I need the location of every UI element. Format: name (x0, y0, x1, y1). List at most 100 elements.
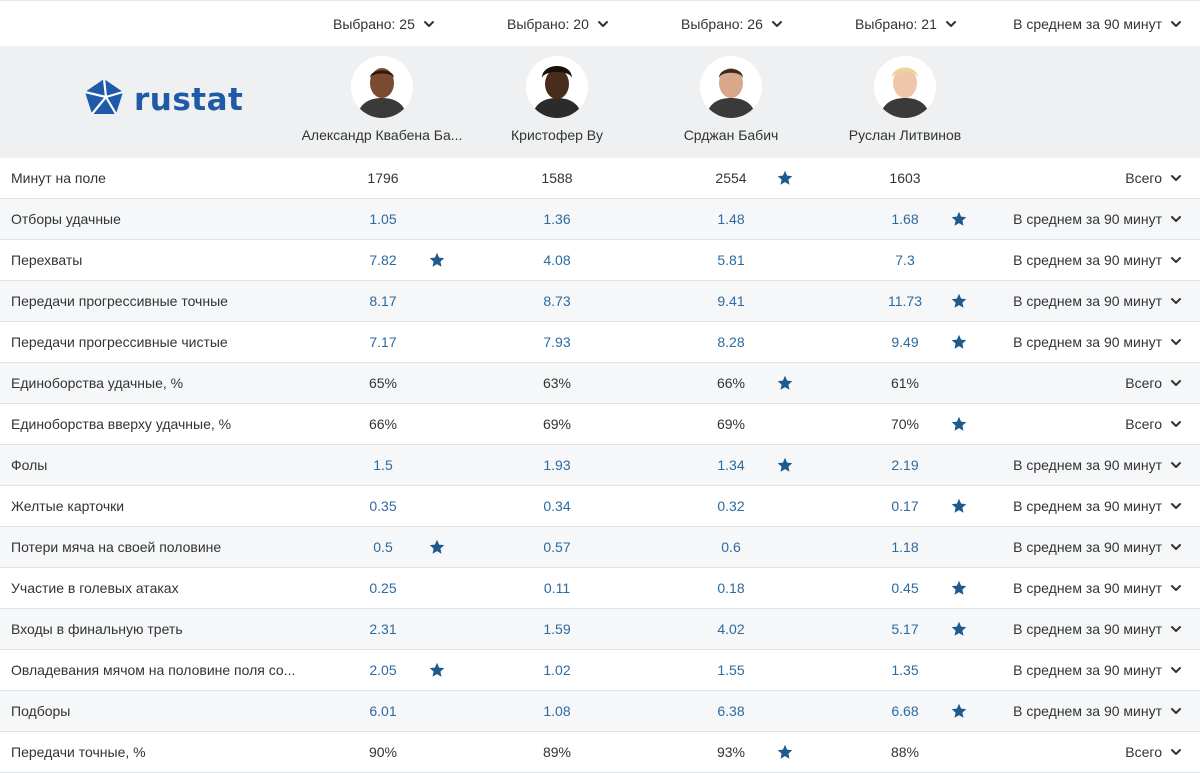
metric-value[interactable]: 1.18 (891, 539, 919, 555)
aggregation-mode-dropdown[interactable]: Всего (1125, 732, 1184, 772)
player-4-selector[interactable]: Выбрано: 21 (855, 1, 959, 47)
metric-value[interactable]: 0.25 (369, 580, 397, 596)
metric-value[interactable]: 0.32 (717, 498, 745, 514)
metric-value[interactable]: 0.6 (721, 539, 741, 555)
player-card[interactable]: Руслан Литвинов (815, 56, 995, 143)
aggregation-mode-label: В среднем за 90 минут (1013, 457, 1162, 473)
metric-label: Потери мяча на своей половине (11, 539, 222, 555)
metric-value[interactable]: 5.17 (891, 621, 919, 637)
metric-value[interactable]: 0.35 (369, 498, 397, 514)
player-name: Руслан Литвинов (848, 127, 962, 143)
aggregation-mode-dropdown[interactable]: В среднем за 90 минут (1013, 486, 1184, 526)
metric-value[interactable]: 7.17 (369, 334, 397, 350)
metric-value[interactable]: 2.05 (369, 662, 397, 678)
metric-value[interactable]: 8.17 (369, 293, 397, 309)
chevron-down-icon (1168, 457, 1184, 473)
metric-value[interactable]: 6.38 (717, 703, 745, 719)
metric-value[interactable]: 8.28 (717, 334, 745, 350)
player-1-selector-label: Выбрано: 25 (333, 16, 415, 32)
metric-value[interactable]: 7.93 (543, 334, 571, 350)
metric-value[interactable]: 4.08 (543, 252, 571, 268)
aggregation-mode-dropdown[interactable]: В среднем за 90 минут (1013, 609, 1184, 649)
metric-value[interactable]: 4.02 (717, 621, 745, 637)
aggregation-mode-label: В среднем за 90 минут (1013, 211, 1162, 227)
metric-value[interactable]: 9.49 (891, 334, 919, 350)
metric-value: 93% (716, 744, 746, 760)
chevron-down-icon (943, 16, 959, 32)
chevron-down-icon (1168, 375, 1184, 391)
metric-value[interactable]: 0.11 (543, 580, 571, 596)
metric-value[interactable]: 1.34 (717, 457, 745, 473)
chevron-down-icon (1168, 211, 1184, 227)
player-card[interactable]: Срджан Бабич (641, 56, 821, 143)
global-mode-label: В среднем за 90 минут (1013, 16, 1162, 32)
metric-value[interactable]: 0.5 (373, 539, 393, 555)
metric-value[interactable]: 1.59 (543, 621, 571, 637)
aggregation-mode-dropdown[interactable]: В среднем за 90 минут (1013, 691, 1184, 731)
metric-value[interactable]: 9.41 (717, 293, 745, 309)
selection-bar: Выбрано: 25 Выбрано: 20 Выбрано: 26 Выбр… (0, 0, 1200, 46)
player-card[interactable]: Кристофер Ву (467, 56, 647, 143)
metric-value[interactable]: 11.73 (888, 293, 922, 309)
metric-value[interactable]: 0.45 (891, 580, 919, 596)
aggregation-mode-dropdown[interactable]: Всего (1125, 158, 1184, 198)
metric-value[interactable]: 1.36 (543, 211, 571, 227)
chevron-down-icon (1168, 539, 1184, 555)
player-3-selector[interactable]: Выбрано: 26 (681, 1, 785, 47)
metric-value[interactable]: 1.55 (717, 662, 745, 678)
metric-value: 69% (542, 416, 572, 432)
metric-value[interactable]: 0.18 (717, 580, 745, 596)
metric-label: Перехваты (11, 252, 83, 268)
chevron-down-icon (1168, 416, 1184, 432)
table-row: Входы в финальную треть 2.31 1.59 4.02 5.17 В… (0, 609, 1200, 650)
metric-value: 65% (368, 375, 398, 391)
star-icon (429, 252, 445, 268)
player-1-selector[interactable]: Выбрано: 25 (333, 1, 437, 47)
metric-value[interactable]: 1.05 (369, 211, 397, 227)
players-header: rustat Александр Квабена Ба... Кристофер… (0, 46, 1200, 158)
metric-value[interactable]: 0.57 (543, 539, 571, 555)
aggregation-mode-dropdown[interactable]: В среднем за 90 минут (1013, 527, 1184, 567)
star-icon (951, 334, 967, 350)
aggregation-mode-dropdown[interactable]: В среднем за 90 минут (1013, 322, 1184, 362)
metric-value[interactable]: 5.81 (717, 252, 745, 268)
aggregation-mode-dropdown[interactable]: В среднем за 90 минут (1013, 240, 1184, 280)
aggregation-mode-dropdown[interactable]: В среднем за 90 минут (1013, 445, 1184, 485)
metric-value[interactable]: 1.48 (717, 211, 745, 227)
aggregation-mode-label: Всего (1125, 744, 1162, 760)
rustat-logo[interactable]: rustat (82, 77, 243, 122)
metric-value[interactable]: 1.5 (373, 457, 393, 473)
metric-value[interactable]: 1.08 (543, 703, 571, 719)
aggregation-mode-dropdown[interactable]: В среднем за 90 минут (1013, 650, 1184, 690)
metric-value[interactable]: 6.68 (891, 703, 919, 719)
metric-value[interactable]: 1.68 (891, 211, 919, 227)
aggregation-mode-dropdown[interactable]: Всего (1125, 404, 1184, 444)
aggregation-mode-dropdown[interactable]: В среднем за 90 минут (1013, 281, 1184, 321)
metric-value[interactable]: 2.31 (369, 621, 397, 637)
metric-value[interactable]: 0.17 (891, 498, 919, 514)
global-mode-selector[interactable]: В среднем за 90 минут (1013, 1, 1184, 47)
metric-label: Минут на поле (11, 170, 106, 186)
star-icon (777, 457, 793, 473)
aggregation-mode-dropdown[interactable]: В среднем за 90 минут (1013, 568, 1184, 608)
aggregation-mode-dropdown[interactable]: Всего (1125, 363, 1184, 403)
metric-value[interactable]: 1.35 (891, 662, 919, 678)
metric-value[interactable]: 0.34 (543, 498, 571, 514)
star-icon (777, 375, 793, 391)
metric-value[interactable]: 1.02 (543, 662, 571, 678)
metric-value[interactable]: 2.19 (891, 457, 919, 473)
player-card[interactable]: Александр Квабена Ба... (292, 56, 472, 143)
metric-value[interactable]: 7.82 (369, 252, 397, 268)
metric-value[interactable]: 1.93 (543, 457, 571, 473)
player-3-selector-label: Выбрано: 26 (681, 16, 763, 32)
player-photo-icon (526, 56, 588, 118)
aggregation-mode-dropdown[interactable]: В среднем за 90 минут (1013, 199, 1184, 239)
chevron-down-icon (1168, 252, 1184, 268)
metric-value[interactable]: 6.01 (369, 703, 397, 719)
metric-value: 66% (716, 375, 746, 391)
metric-label: Подборы (11, 703, 71, 719)
metric-value[interactable]: 7.3 (895, 252, 915, 268)
player-2-selector[interactable]: Выбрано: 20 (507, 1, 611, 47)
metric-value[interactable]: 8.73 (543, 293, 571, 309)
stats-table: Минут на поле 1796 1588 2554 1603 Всего Отборы… (0, 158, 1200, 773)
